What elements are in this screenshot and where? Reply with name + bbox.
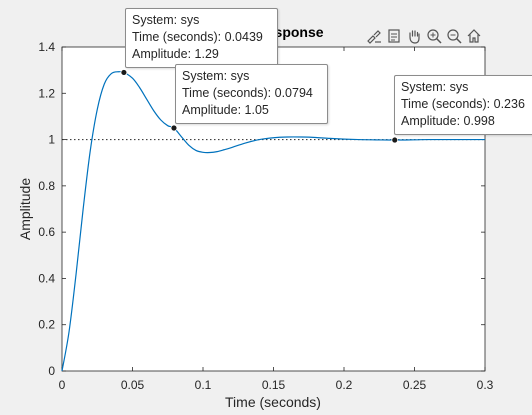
datatip-system: System: sys — [401, 80, 469, 94]
home-icon[interactable] — [465, 27, 483, 45]
datatip-amplitude: Amplitude: 1.29 — [132, 47, 219, 61]
x-axis-label: Time (seconds) — [225, 394, 321, 410]
x-tick-label: 0.3 — [477, 378, 494, 392]
y-tick-label: 0.6 — [38, 225, 55, 239]
x-tick-label: 0.25 — [403, 378, 427, 392]
pan-hand-icon[interactable] — [405, 27, 423, 45]
x-tick-label: 0.15 — [262, 378, 286, 392]
datatip-amplitude: Amplitude: 0.998 — [401, 114, 495, 128]
brush-icon[interactable] — [365, 27, 383, 45]
y-axis-ticks: 0 0.2 0.4 0.6 0.8 1 1.2 1.4 — [38, 40, 485, 378]
datatip-steady[interactable]: System: sys Time (seconds): 0.236 Amplit… — [394, 75, 532, 135]
datatip-amplitude: Amplitude: 1.05 — [182, 103, 269, 117]
datatip-icon[interactable] — [385, 27, 403, 45]
datatip-marker[interactable] — [391, 136, 399, 144]
zoom-in-icon[interactable] — [425, 27, 443, 45]
axes-toolbar — [365, 26, 483, 46]
y-tick-label: 0 — [48, 364, 55, 378]
datatip-system: System: sys — [132, 13, 200, 27]
datatip-markers — [120, 69, 399, 144]
x-tick-label: 0.2 — [336, 378, 353, 392]
y-tick-label: 1.2 — [38, 86, 55, 100]
datatip-marker[interactable] — [170, 124, 178, 132]
y-tick-label: 0.4 — [38, 271, 55, 285]
datatip-system: System: sys — [182, 69, 250, 83]
series-line[interactable] — [61, 71, 485, 372]
datatip-time: Time (seconds): 0.0794 — [182, 86, 313, 100]
x-tick-label: 0.05 — [121, 378, 145, 392]
y-tick-label: 0.2 — [38, 318, 55, 332]
x-tick-label: 0 — [59, 378, 66, 392]
datatip-marker[interactable] — [120, 69, 128, 76]
y-axis-label: Amplitude — [17, 178, 33, 240]
datatip-time: Time (seconds): 0.0439 — [132, 30, 263, 44]
zoom-out-icon[interactable] — [445, 27, 463, 45]
y-tick-label: 0.8 — [38, 179, 55, 193]
x-axis-ticks: 0 0.05 0.1 0.15 0.2 0.25 0.3 — [59, 47, 494, 392]
y-tick-label: 1.4 — [38, 40, 55, 54]
y-tick-label: 1 — [48, 133, 55, 147]
datatip-peak[interactable]: System: sys Time (seconds): 0.0439 Ampli… — [125, 8, 278, 68]
x-tick-label: 0.1 — [195, 378, 212, 392]
datatip-settling[interactable]: System: sys Time (seconds): 0.0794 Ampli… — [175, 64, 328, 124]
datatip-time: Time (seconds): 0.236 — [401, 97, 525, 111]
